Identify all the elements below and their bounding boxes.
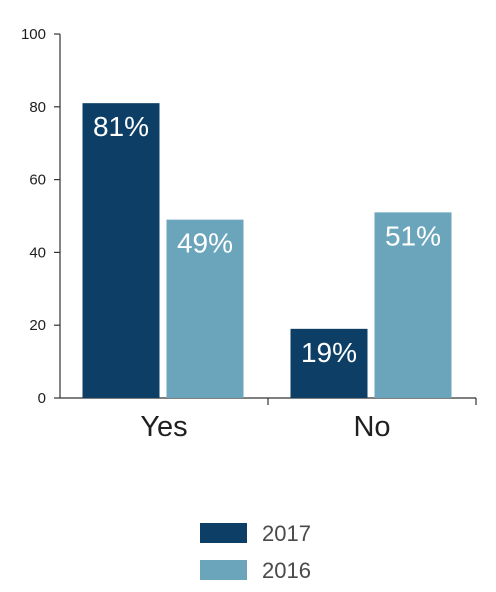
legend-swatch-2016 (200, 560, 247, 580)
bars-group: 81% 49% 19% 51% (82, 103, 452, 398)
bar-2017-no (290, 328, 368, 398)
y-tick-label: 60 (29, 172, 46, 189)
bar-data-label: 81% (93, 111, 149, 142)
y-tick-label: 40 (29, 244, 46, 261)
legend-label: 2016 (262, 558, 311, 583)
y-axis: 0 20 40 60 80 100 (21, 26, 61, 407)
category-label: No (353, 411, 390, 443)
bar-data-label: 19% (301, 337, 357, 368)
legend-label: 2017 (262, 521, 311, 546)
legend: 2017 2016 (200, 521, 311, 583)
bar-data-label: 51% (385, 220, 441, 251)
bar-data-label: 49% (177, 228, 233, 259)
legend-swatch-2017 (200, 523, 247, 543)
y-tick-label: 100 (21, 26, 46, 43)
y-tick-label: 20 (29, 317, 46, 334)
bar-2017-yes (82, 103, 160, 398)
category-label: Yes (140, 411, 187, 443)
y-tick-label: 0 (38, 390, 46, 407)
bar-2016-no (374, 212, 452, 398)
y-tick-label: 80 (29, 99, 46, 116)
bar-2016-yes (166, 219, 244, 398)
x-axis: Yes No (60, 397, 477, 443)
